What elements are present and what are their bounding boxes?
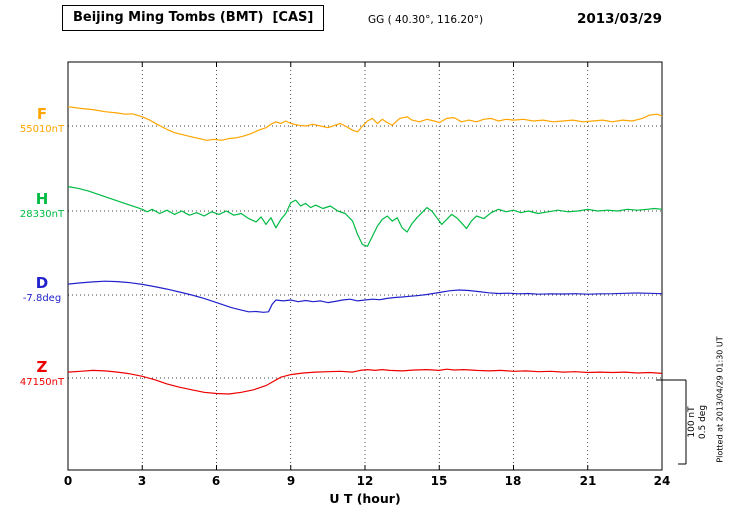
x-tick-label-24: 24 [653,474,671,488]
x-tick-label-3: 3 [137,474,147,488]
x-tick-label-15: 15 [430,474,448,488]
series-letter-Z: Z [36,358,48,376]
x-tick-label-21: 21 [579,474,597,488]
series-label-D: D -7.8deg [10,275,74,305]
series-baseline-Z: 47150nT [19,377,65,388]
x-tick-label-0: 0 [63,474,73,488]
x-tick-label-6: 6 [211,474,221,488]
scale-bar-label-deg: 0.5 deg [698,404,708,440]
series-letter-D: D [35,274,49,292]
series-label-F: F 55010nT [10,106,74,136]
x-tick-label-9: 9 [286,474,296,488]
x-axis-title: U T (hour) [329,491,401,506]
x-tick-label-12: 12 [356,474,374,488]
series-baseline-H: 28330nT [19,209,65,220]
series-label-Z: Z 47150nT [10,359,74,389]
geographic-coordinates: GG ( 40.30°, 116.20°) [368,14,484,26]
series-label-H: H 28330nT [10,191,74,221]
series-letter-F: F [36,105,48,123]
x-tick-label-18: 18 [504,474,522,488]
series-letter-H: H [35,190,49,208]
series-baseline-D: -7.8deg [22,293,62,304]
plot-date: 2013/03/29 [576,11,662,27]
plotted-at-caption: Plotted at 2013/04/29 01:30 UT [715,336,725,463]
series-baseline-F: 55010nT [19,124,65,135]
station-title: Beijing Ming Tombs (BMT) [CAS] [62,5,325,31]
